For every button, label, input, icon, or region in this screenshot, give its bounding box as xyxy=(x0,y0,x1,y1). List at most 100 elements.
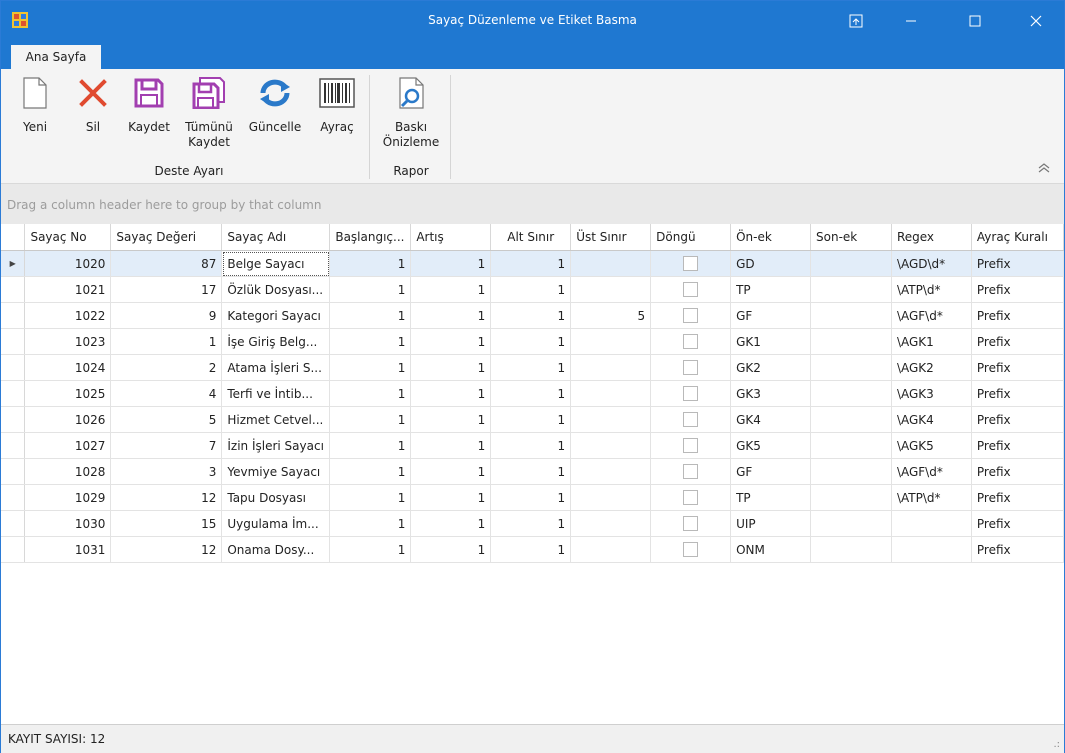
cell-artis[interactable]: 1 xyxy=(410,328,492,355)
cell-baslangic[interactable]: 1 xyxy=(329,354,412,381)
cell-ust-sinir[interactable] xyxy=(570,458,652,485)
cell-dongu[interactable] xyxy=(650,406,732,433)
cell-ayrac-kurali[interactable]: Prefix xyxy=(971,302,1065,329)
cell-sayac-adi[interactable]: Terfi ve İntib... xyxy=(221,380,331,407)
cell-baslangic[interactable]: 1 xyxy=(329,510,412,537)
cell-dongu[interactable] xyxy=(650,250,732,277)
cell-sayac-degeri[interactable]: 3 xyxy=(110,458,223,485)
cell-artis[interactable]: 1 xyxy=(410,406,492,433)
minimize-button[interactable] xyxy=(888,1,934,41)
cell-son-ek[interactable] xyxy=(810,458,892,485)
dongu-checkbox[interactable] xyxy=(683,360,699,375)
group-by-panel[interactable]: Drag a column header here to group by th… xyxy=(1,184,1064,224)
cell-regex[interactable]: \ATP\d* xyxy=(891,484,972,511)
cell-ayrac-kurali[interactable]: Prefix xyxy=(971,536,1065,563)
cell-son-ek[interactable] xyxy=(810,250,892,277)
cell-sayac-degeri[interactable]: 17 xyxy=(110,276,223,303)
dongu-checkbox[interactable] xyxy=(683,412,699,427)
cell-dongu[interactable] xyxy=(650,432,732,459)
cell-ust-sinir[interactable]: 5 xyxy=(570,302,652,329)
cell-ust-sinir[interactable] xyxy=(570,406,652,433)
cell-sayac-no[interactable]: 1031 xyxy=(24,536,112,563)
cell-dongu[interactable] xyxy=(650,302,732,329)
cell-baslangic[interactable]: 1 xyxy=(329,458,412,485)
cell-son-ek[interactable] xyxy=(810,328,892,355)
dongu-checkbox[interactable] xyxy=(683,386,699,401)
cell-sayac-adi[interactable]: Belge Sayacı xyxy=(221,250,331,277)
table-row[interactable]: 1021 17 Özlük Dosyası... 1 1 1 TP \ATP\d* Prefix xyxy=(1,276,1065,303)
cell-artis[interactable]: 1 xyxy=(410,536,492,563)
column-header-on-ek[interactable]: Ön-ek xyxy=(730,224,811,251)
table-row[interactable]: 1028 3 Yevmiye Sayacı 1 1 1 GF \AGF\d* Prefix xyxy=(1,458,1065,485)
cell-dongu[interactable] xyxy=(650,276,732,303)
cell-sayac-no[interactable]: 1021 xyxy=(24,276,112,303)
resize-grip-icon[interactable]: .: xyxy=(1053,739,1060,750)
cell-on-ek[interactable]: GK1 xyxy=(730,328,811,355)
cell-baslangic[interactable]: 1 xyxy=(329,484,412,511)
cell-sayac-adi[interactable]: Hizmet Cetvel... xyxy=(221,406,331,433)
kaydet-button[interactable]: Kaydet xyxy=(125,75,173,135)
close-button[interactable] xyxy=(1013,1,1059,41)
column-header-alt-sinir[interactable]: Alt Sınır xyxy=(490,224,572,251)
ayrac-button[interactable]: Ayraç xyxy=(314,75,360,135)
cell-dongu[interactable] xyxy=(650,354,732,381)
cell-ust-sinir[interactable] xyxy=(570,250,652,277)
column-header-regex[interactable]: Regex xyxy=(891,224,972,251)
cell-sayac-adi[interactable]: Kategori Sayacı xyxy=(221,302,331,329)
dongu-checkbox[interactable] xyxy=(683,282,699,297)
cell-ayrac-kurali[interactable]: Prefix xyxy=(971,510,1065,537)
cell-on-ek[interactable]: GF xyxy=(730,302,811,329)
cell-alt-sinir[interactable]: 1 xyxy=(490,354,572,381)
cell-baslangic[interactable]: 1 xyxy=(329,328,412,355)
cell-baslangic[interactable]: 1 xyxy=(329,536,412,563)
dongu-checkbox[interactable] xyxy=(683,542,699,557)
cell-ayrac-kurali[interactable]: Prefix xyxy=(971,276,1065,303)
cell-sayac-no[interactable]: 1026 xyxy=(24,406,112,433)
table-row[interactable]: 1024 2 Atama İşleri S... 1 1 1 GK2 \AGK2 Prefix xyxy=(1,354,1065,381)
cell-sayac-adi[interactable]: Uygulama İm... xyxy=(221,510,331,537)
tumunu-kaydet-button[interactable]: Tümünü Kaydet xyxy=(183,75,235,150)
cell-sayac-degeri[interactable]: 12 xyxy=(110,536,223,563)
column-header-sayac-no[interactable]: Sayaç No xyxy=(24,224,112,251)
cell-ust-sinir[interactable] xyxy=(570,484,652,511)
cell-sayac-adi[interactable]: Onama Dosy... xyxy=(221,536,331,563)
column-header-son-ek[interactable]: Son-ek xyxy=(810,224,892,251)
cell-alt-sinir[interactable]: 1 xyxy=(490,406,572,433)
cell-dongu[interactable] xyxy=(650,458,732,485)
tab-ana-sayfa[interactable]: Ana Sayfa xyxy=(11,45,101,69)
cell-artis[interactable]: 1 xyxy=(410,276,492,303)
cell-ayrac-kurali[interactable]: Prefix xyxy=(971,406,1065,433)
cell-alt-sinir[interactable]: 1 xyxy=(490,510,572,537)
cell-ayrac-kurali[interactable]: Prefix xyxy=(971,380,1065,407)
cell-sayac-degeri[interactable]: 5 xyxy=(110,406,223,433)
baski-onizleme-button[interactable]: Baskı Önizleme xyxy=(379,75,443,150)
dongu-checkbox[interactable] xyxy=(683,464,699,479)
cell-son-ek[interactable] xyxy=(810,380,892,407)
sil-button[interactable]: Sil xyxy=(73,75,113,135)
cell-dongu[interactable] xyxy=(650,484,732,511)
cell-sayac-no[interactable]: 1020 xyxy=(24,250,112,277)
cell-son-ek[interactable] xyxy=(810,536,892,563)
cell-baslangic[interactable]: 1 xyxy=(329,406,412,433)
cell-dongu[interactable] xyxy=(650,380,732,407)
cell-regex[interactable]: \AGK2 xyxy=(891,354,972,381)
column-header-baslangic[interactable]: Başlangıç... xyxy=(329,224,412,251)
cell-ayrac-kurali[interactable]: Prefix xyxy=(971,432,1065,459)
cell-sayac-degeri[interactable]: 2 xyxy=(110,354,223,381)
cell-regex[interactable]: \AGK5 xyxy=(891,432,972,459)
cell-ayrac-kurali[interactable]: Prefix xyxy=(971,354,1065,381)
cell-regex[interactable]: \AGF\d* xyxy=(891,458,972,485)
cell-sayac-degeri[interactable]: 7 xyxy=(110,432,223,459)
cell-alt-sinir[interactable]: 1 xyxy=(490,328,572,355)
cell-son-ek[interactable] xyxy=(810,302,892,329)
cell-sayac-no[interactable]: 1025 xyxy=(24,380,112,407)
dongu-checkbox[interactable] xyxy=(683,516,699,531)
cell-sayac-adi[interactable]: İşe Giriş Belg... xyxy=(221,328,331,355)
column-header-dongu[interactable]: Döngü xyxy=(650,224,732,251)
cell-dongu[interactable] xyxy=(650,510,732,537)
cell-regex[interactable]: \AGD\d* xyxy=(891,250,972,277)
cell-dongu[interactable] xyxy=(650,328,732,355)
cell-sayac-no[interactable]: 1028 xyxy=(24,458,112,485)
cell-alt-sinir[interactable]: 1 xyxy=(490,432,572,459)
cell-regex[interactable]: \ATP\d* xyxy=(891,276,972,303)
